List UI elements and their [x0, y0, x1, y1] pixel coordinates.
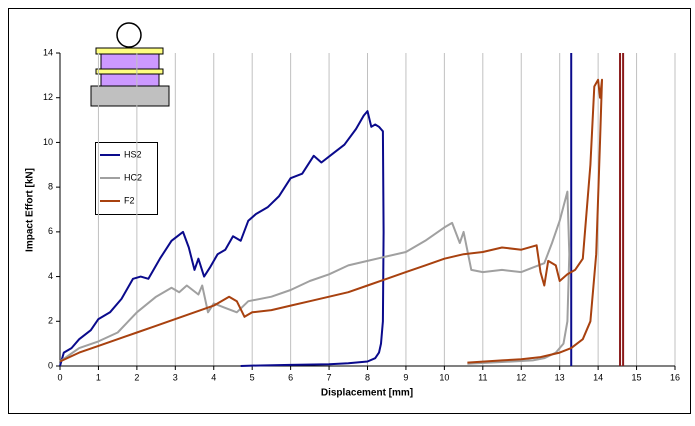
y-tick-label: 8: [48, 182, 53, 192]
y-axis-label: Impact Effort [kN]: [25, 168, 36, 252]
x-tick-label: 6: [288, 372, 293, 382]
x-tick-label: 1: [96, 372, 101, 382]
x-tick-label: 15: [632, 372, 642, 382]
x-tick-label: 7: [327, 372, 332, 382]
specimen-icon: [90, 22, 170, 107]
x-axis-label: Displacement [mm]: [321, 388, 413, 399]
x-tick-label: 5: [250, 372, 255, 382]
x-tick-label: 12: [516, 372, 526, 382]
x-tick-label: 10: [439, 372, 449, 382]
legend-label: F2: [124, 195, 135, 205]
x-tick-label: 14: [593, 372, 603, 382]
y-tick-label: 10: [43, 137, 53, 147]
x-tick-label: 16: [670, 372, 680, 382]
y-tick-label: 14: [43, 47, 53, 57]
series-line: [59, 78, 603, 364]
y-tick-label: 12: [43, 92, 53, 102]
y-tick-label: 2: [48, 316, 53, 326]
x-tick-label: 11: [478, 372, 487, 382]
x-tick-label: 4: [211, 372, 216, 382]
legend-label: HS2: [124, 149, 142, 159]
x-tick-label: 13: [555, 372, 565, 382]
series-line: [59, 110, 385, 367]
x-tick-label: 0: [57, 372, 62, 382]
x-tick-label: 8: [365, 372, 370, 382]
y-tick-label: 0: [48, 360, 53, 370]
legend-label: HC2: [124, 172, 142, 182]
x-tick-label: 3: [173, 372, 178, 382]
series-line: [59, 190, 571, 365]
legend: HS2 HC2 F2: [95, 142, 158, 215]
y-tick-label: 4: [48, 271, 53, 281]
x-tick-label: 2: [134, 372, 139, 382]
x-tick-label: 9: [403, 372, 408, 382]
y-tick-label: 6: [48, 226, 53, 236]
